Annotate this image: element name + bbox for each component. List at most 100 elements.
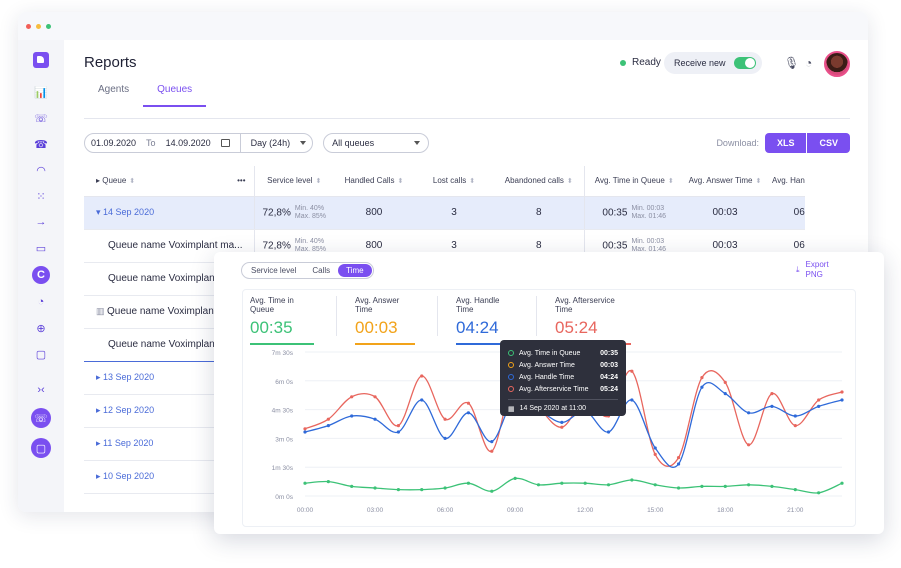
data-point[interactable] bbox=[606, 483, 611, 487]
dialpad-icon[interactable]: ⁙ bbox=[36, 190, 46, 203]
segment-time[interactable]: Time bbox=[338, 264, 372, 277]
data-point[interactable] bbox=[396, 430, 400, 434]
data-point[interactable] bbox=[630, 369, 634, 373]
row-date[interactable]: ▾ 14 Sep 2020 bbox=[96, 207, 155, 217]
segment-service-level[interactable]: Service level bbox=[251, 266, 297, 275]
chevron-down-icon[interactable] bbox=[300, 141, 307, 145]
calendar-icon[interactable] bbox=[220, 139, 230, 147]
tab-agents[interactable]: Agents bbox=[98, 84, 130, 95]
data-point[interactable] bbox=[723, 392, 727, 396]
date-from[interactable]: 01.09.2020 bbox=[91, 138, 137, 148]
data-point[interactable] bbox=[466, 411, 471, 415]
data-point[interactable] bbox=[817, 491, 821, 495]
data-point[interactable] bbox=[793, 488, 797, 492]
tag-icon[interactable]: ▭ bbox=[35, 242, 47, 255]
more-icon[interactable]: ••• bbox=[237, 176, 246, 186]
data-point[interactable] bbox=[420, 488, 424, 492]
column-answer-time[interactable]: Avg. Answer Time ⬍ bbox=[684, 166, 766, 197]
data-point[interactable] bbox=[770, 392, 774, 396]
receive-new-toggle[interactable]: Receive new bbox=[664, 52, 762, 74]
data-point[interactable] bbox=[653, 452, 657, 456]
csv-button[interactable]: CSV bbox=[807, 133, 850, 153]
column-service-level[interactable]: Service level ⬍ bbox=[253, 166, 334, 197]
data-point[interactable] bbox=[840, 390, 844, 394]
data-point[interactable] bbox=[676, 462, 681, 466]
export-png-button[interactable]: ⤓ Export PNG bbox=[796, 260, 829, 279]
data-point[interactable] bbox=[630, 478, 634, 482]
segment-calls[interactable]: Calls bbox=[312, 266, 331, 275]
data-point[interactable] bbox=[420, 374, 424, 378]
date-to[interactable]: 14.09.2020 bbox=[165, 138, 211, 148]
data-point[interactable] bbox=[536, 483, 541, 487]
period-select[interactable]: Day (24h) bbox=[250, 138, 291, 148]
avatar[interactable] bbox=[824, 51, 850, 77]
missed-calls-icon[interactable]: ☎ bbox=[34, 138, 48, 151]
column-queue[interactable]: ▸ Queue ⬍ ••• bbox=[84, 166, 254, 197]
collapse-icon[interactable]: ›‹ bbox=[37, 384, 45, 396]
brand-c-icon[interactable]: C bbox=[32, 266, 50, 284]
data-point[interactable] bbox=[700, 376, 704, 380]
data-point[interactable] bbox=[606, 430, 611, 434]
headset-icon[interactable]: ◠ bbox=[36, 164, 46, 177]
data-point[interactable] bbox=[723, 380, 727, 384]
data-point[interactable] bbox=[723, 484, 727, 488]
close-dot[interactable] bbox=[26, 23, 31, 29]
data-point[interactable] bbox=[443, 436, 447, 440]
data-point[interactable] bbox=[490, 489, 494, 493]
target-icon[interactable]: ⊕ bbox=[36, 322, 46, 335]
data-point[interactable] bbox=[793, 414, 797, 418]
minimize-dot[interactable] bbox=[36, 23, 41, 29]
data-point[interactable] bbox=[560, 481, 564, 485]
data-point[interactable] bbox=[747, 411, 751, 415]
data-point[interactable] bbox=[420, 398, 424, 402]
calls-icon[interactable]: ☏ bbox=[34, 112, 48, 125]
data-point[interactable] bbox=[373, 417, 377, 421]
data-point[interactable] bbox=[350, 395, 354, 399]
data-point[interactable] bbox=[747, 443, 751, 447]
phone-badge-icon[interactable]: ☏ bbox=[31, 408, 51, 428]
data-point[interactable] bbox=[490, 449, 494, 453]
microphone-icon[interactable]: 🎙 bbox=[784, 56, 800, 70]
data-point[interactable] bbox=[443, 417, 447, 421]
reports-icon[interactable]: 📊 bbox=[34, 86, 48, 99]
column-time-in-queue[interactable]: Avg. Time in Queue ⬍ bbox=[583, 166, 684, 197]
tab-queues[interactable]: Queues bbox=[143, 84, 207, 107]
data-point[interactable] bbox=[443, 486, 447, 490]
data-point[interactable] bbox=[373, 395, 377, 399]
maximize-dot[interactable] bbox=[46, 23, 51, 29]
data-point[interactable] bbox=[350, 484, 354, 488]
data-point[interactable] bbox=[840, 481, 844, 485]
column-abandoned[interactable]: Abandoned calls ⬍ bbox=[494, 166, 584, 197]
column-lost[interactable]: Lost calls ⬍ bbox=[414, 166, 494, 197]
data-point[interactable] bbox=[653, 446, 657, 450]
data-point[interactable] bbox=[560, 425, 564, 429]
data-point[interactable] bbox=[747, 483, 751, 487]
data-point[interactable] bbox=[303, 430, 307, 434]
data-point[interactable] bbox=[676, 486, 681, 490]
data-point[interactable] bbox=[490, 440, 494, 444]
data-point[interactable] bbox=[326, 424, 330, 428]
data-point[interactable] bbox=[326, 417, 330, 421]
xls-button[interactable]: XLS bbox=[764, 133, 807, 153]
data-point[interactable] bbox=[373, 486, 377, 490]
column-handled[interactable]: Handled Calls ⬍ bbox=[334, 166, 414, 197]
pie-chart-icon[interactable]: ◔ bbox=[805, 56, 813, 70]
data-point[interactable] bbox=[396, 488, 400, 492]
data-point[interactable] bbox=[630, 398, 634, 402]
data-point[interactable] bbox=[676, 456, 681, 460]
data-point[interactable] bbox=[817, 404, 821, 408]
data-point[interactable] bbox=[466, 481, 471, 485]
history-icon[interactable]: ◔ bbox=[37, 296, 45, 308]
data-point[interactable] bbox=[396, 424, 400, 428]
data-point[interactable] bbox=[350, 414, 354, 418]
data-point[interactable] bbox=[303, 481, 307, 485]
toggle-switch[interactable] bbox=[733, 57, 756, 69]
data-point[interactable] bbox=[560, 420, 564, 424]
data-point[interactable] bbox=[817, 398, 821, 402]
data-point[interactable] bbox=[840, 398, 844, 402]
date-range-picker[interactable]: 01.09.2020 To 14.09.2020 Day (24h) bbox=[84, 133, 314, 153]
data-point[interactable] bbox=[700, 484, 704, 488]
data-point[interactable] bbox=[793, 424, 797, 428]
data-point[interactable] bbox=[466, 401, 471, 405]
column-handle-time[interactable]: Avg. Han bbox=[766, 166, 805, 197]
